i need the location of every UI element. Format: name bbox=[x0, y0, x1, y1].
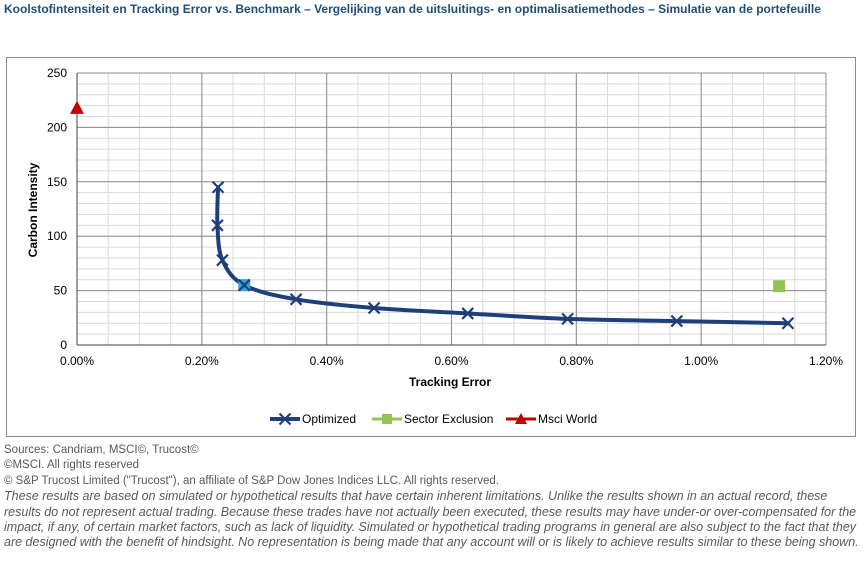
marker-stroke bbox=[781, 316, 795, 330]
msci-world-point bbox=[70, 100, 84, 114]
legend: Optimized Sector Exclusion Msci World bbox=[270, 412, 597, 426]
grid bbox=[76, 72, 827, 346]
sector-exclusion-point bbox=[773, 280, 786, 293]
y-tick-label: 0 bbox=[60, 338, 67, 352]
optimized-point bbox=[237, 278, 251, 292]
optimized-point bbox=[670, 314, 684, 328]
axes: 0.00% 0.20% 0.40% 0.60% 0.80% 1.00% 1.20% 0 50 10… bbox=[47, 66, 843, 368]
series-optimized-line bbox=[215, 185, 790, 326]
marker-stroke bbox=[278, 412, 292, 426]
x-tick-label: 1.00% bbox=[684, 354, 718, 368]
y-tick-label: 50 bbox=[54, 284, 68, 298]
x-tick-label: 0.00% bbox=[60, 354, 94, 368]
optimized-point bbox=[781, 316, 795, 330]
chart-title: Koolstofintensiteit en Tracking Error vs… bbox=[4, 2, 821, 16]
legend-item: Sector Exclusion bbox=[372, 412, 493, 426]
marker-stroke bbox=[289, 293, 303, 306]
legend-swatch-marker bbox=[382, 414, 392, 424]
marker-stroke bbox=[211, 219, 224, 232]
marker-stroke bbox=[461, 307, 475, 320]
y-tick-label: 250 bbox=[47, 66, 67, 80]
y-tick-label: 100 bbox=[47, 229, 67, 243]
marker-stroke bbox=[670, 314, 684, 328]
legend-item: Optimized bbox=[270, 412, 356, 426]
x-tick-label: 0.80% bbox=[559, 354, 593, 368]
marker-stroke bbox=[367, 301, 381, 315]
legend-item: Msci World bbox=[506, 412, 597, 426]
legend-swatch-marker bbox=[278, 412, 292, 426]
legend-swatch-marker bbox=[515, 413, 527, 424]
x-tick-label: 1.20% bbox=[809, 354, 843, 368]
optimized-point bbox=[461, 307, 475, 320]
footnotes: Sources: Candriam, MSCI©, Trucost© ©MSCI… bbox=[4, 443, 860, 551]
optimized-point bbox=[289, 293, 303, 306]
marker-stroke bbox=[216, 253, 229, 267]
optimized-point bbox=[216, 253, 229, 267]
legend-label: Sector Exclusion bbox=[404, 412, 493, 426]
legend-label: Msci World bbox=[538, 412, 597, 426]
marker-stroke bbox=[211, 180, 225, 194]
y-tick-label: 150 bbox=[47, 175, 67, 189]
x-tick-label: 0.40% bbox=[310, 354, 344, 368]
y-tick-label: 200 bbox=[47, 120, 67, 134]
marker-stroke bbox=[237, 278, 251, 292]
marker-stroke bbox=[561, 312, 574, 326]
msci-copyright: ©MSCI. All rights reserved bbox=[4, 459, 140, 472]
optimized-point bbox=[367, 301, 381, 315]
y-axis-label: Carbon Intensity bbox=[26, 162, 40, 257]
sp-copyright: © S&P Trucost Limited ("Trucost"), an af… bbox=[4, 474, 499, 487]
x-tick-label: 0.20% bbox=[185, 354, 219, 368]
plot-area bbox=[70, 100, 795, 330]
disclaimer: These results are based on simulated or … bbox=[4, 489, 859, 550]
legend-label: Optimized bbox=[302, 412, 356, 426]
optimized-point bbox=[211, 180, 225, 194]
optimized-point bbox=[211, 219, 224, 232]
sources-note: Sources: Candriam, MSCI©, Trucost© bbox=[4, 444, 199, 456]
x-axis-label: Tracking Error bbox=[409, 375, 491, 389]
x-tick-label: 0.60% bbox=[434, 354, 468, 368]
optimized-point bbox=[561, 312, 574, 326]
